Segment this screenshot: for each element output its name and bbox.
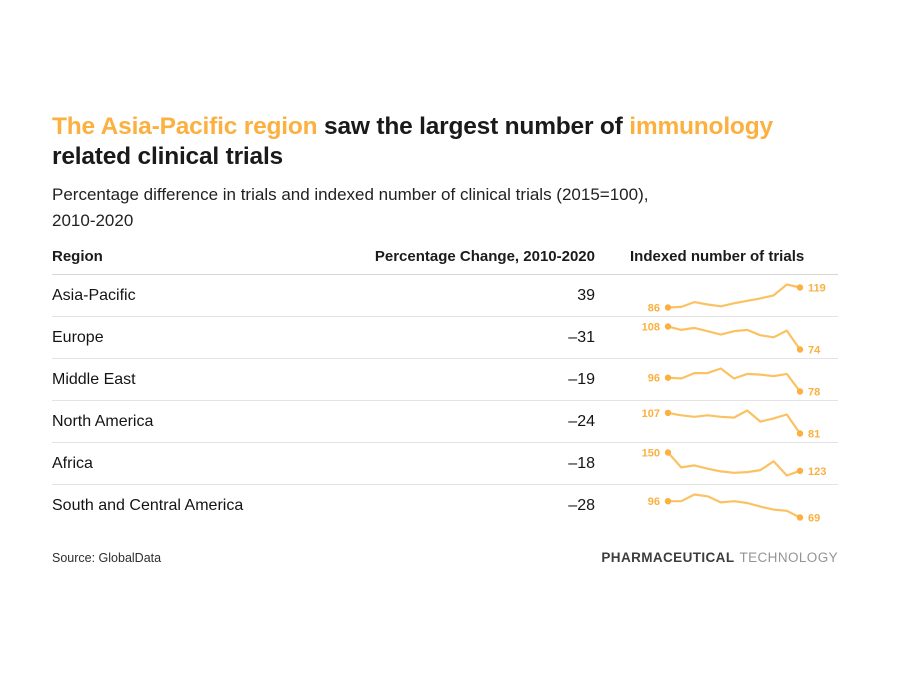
svg-text:123: 123 [808, 465, 826, 477]
source-attribution: Source: GlobalData [52, 550, 162, 565]
title-plain-segment: saw the largest number of [324, 113, 630, 140]
sparkline-cell: 86 119 [595, 278, 838, 314]
svg-text:96: 96 [648, 372, 660, 384]
sparkline-chart: 96 69 [648, 492, 820, 524]
sparkline-cell: 96 69 [595, 488, 838, 524]
table-row: Middle East –19 96 78 [52, 359, 838, 401]
percentage-change-value: –18 [568, 454, 595, 472]
subtitle-line1: Percentage difference in trials and inde… [52, 185, 649, 204]
sparkline-cell: 96 78 [595, 362, 838, 398]
table-row: South and Central America –28 96 69 [52, 485, 838, 526]
logo-text-light: TECHNOLOGY [739, 550, 838, 565]
footer: Source: GlobalData PHARMACEUTICAL TECHNOL… [52, 550, 838, 565]
svg-text:86: 86 [648, 302, 660, 314]
percentage-change-value: –31 [568, 328, 595, 346]
sparkline-chart: 108 74 [642, 321, 821, 356]
column-header-percentage-change: Percentage Change, 2010-2020 [374, 248, 595, 265]
table-row: North America –24 107 81 [52, 401, 838, 443]
svg-text:150: 150 [642, 447, 660, 459]
sparkline-cell: 108 74 [595, 320, 838, 356]
logo-text-bold: PHARMACEUTICAL [601, 550, 735, 565]
data-table: Region Percentage Change, 2010-2020 Inde… [52, 248, 838, 526]
table-row: Europe –31 108 74 [52, 317, 838, 359]
sparkline-chart: 86 119 [648, 282, 826, 314]
percentage-change-value: –19 [568, 370, 595, 388]
title-accent-segment: immunology [629, 113, 773, 140]
chart-subtitle: Percentage difference in trials and inde… [52, 182, 838, 234]
sparkline-chart: 150 123 [642, 447, 827, 477]
subtitle-line2: 2010-2020 [52, 211, 134, 230]
svg-text:69: 69 [808, 512, 820, 524]
table-header-row: Region Percentage Change, 2010-2020 Inde… [52, 248, 838, 275]
svg-text:78: 78 [808, 386, 820, 398]
svg-text:119: 119 [808, 282, 826, 294]
region-label: Asia-Pacific [52, 286, 136, 304]
svg-text:81: 81 [808, 428, 820, 440]
svg-text:108: 108 [642, 321, 660, 333]
sparkline-chart: 107 81 [642, 407, 821, 440]
region-label: Middle East [52, 370, 136, 388]
svg-text:74: 74 [808, 344, 821, 356]
title-line2: related clinical trials [52, 143, 283, 170]
pharmaceutical-technology-logo: PHARMACEUTICAL TECHNOLOGY [601, 550, 838, 565]
column-header-indexed-trials: Indexed number of trials [630, 248, 805, 265]
svg-text:107: 107 [642, 407, 660, 419]
sparkline-chart: 96 78 [648, 366, 820, 398]
page-title: The Asia-Pacific region saw the largest … [52, 112, 838, 172]
percentage-change-value: –28 [568, 496, 595, 514]
percentage-change-value: 39 [577, 286, 595, 304]
percentage-change-value: –24 [568, 412, 595, 430]
region-label: Europe [52, 328, 104, 346]
sparkline-cell: 150 123 [595, 446, 838, 482]
column-header-region: Region [52, 248, 103, 265]
table-row: Asia-Pacific 39 86 119 [52, 275, 838, 317]
region-label: Africa [52, 454, 93, 472]
region-label: North America [52, 412, 154, 430]
region-label: South and Central America [52, 496, 244, 514]
title-accent-segment: The Asia-Pacific region [52, 113, 325, 140]
svg-text:96: 96 [648, 496, 660, 508]
table-row: Africa –18 150 123 [52, 443, 838, 485]
content-area: The Asia-Pacific region saw the largest … [52, 112, 838, 565]
sparkline-cell: 107 81 [595, 404, 838, 440]
